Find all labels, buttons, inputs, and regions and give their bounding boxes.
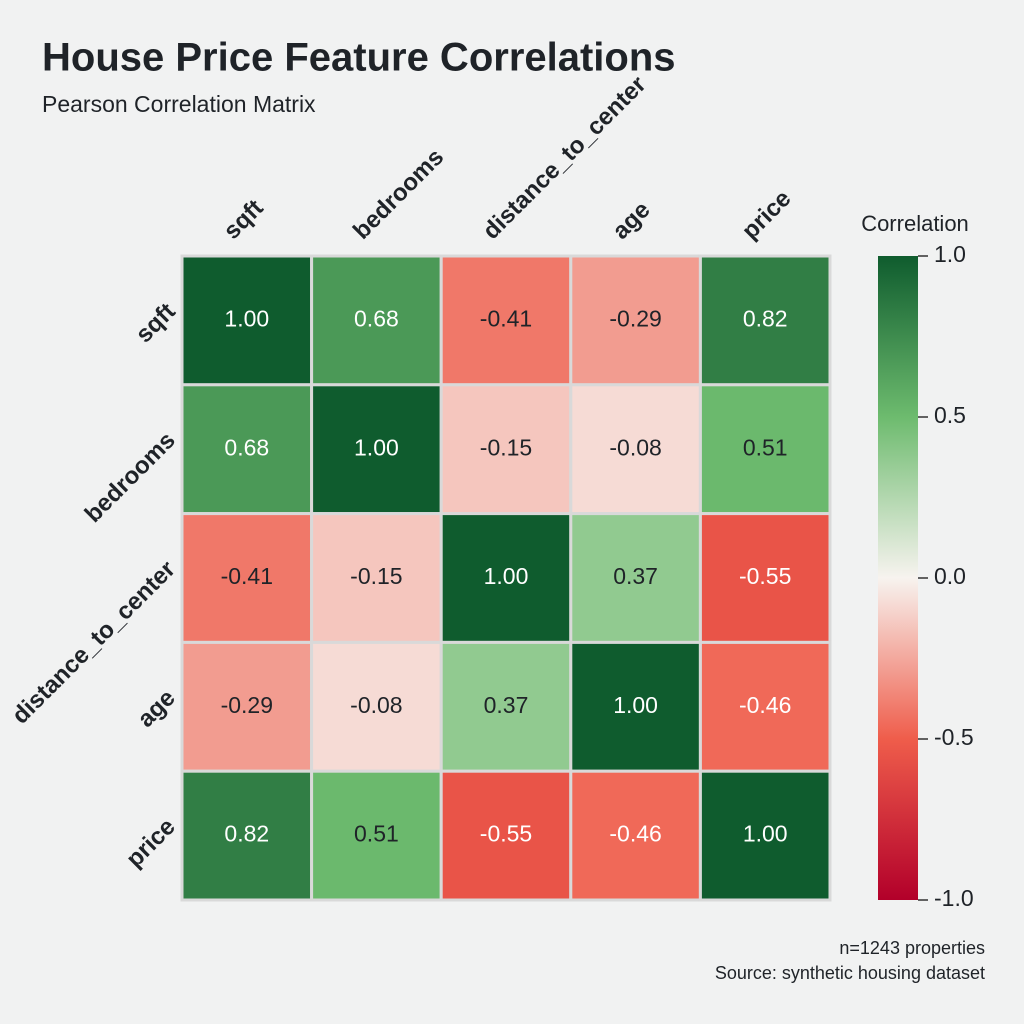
colorbar-tick-label: 1.0 (934, 241, 966, 267)
heatmap-cell (310, 254, 443, 387)
cell-label: -0.29 (609, 305, 661, 331)
x-tick-label: bedrooms (348, 144, 449, 245)
heatmap-cell (180, 254, 314, 387)
heatmap-cell (569, 640, 702, 773)
cell-label: -0.46 (739, 692, 791, 718)
cell-label: 0.68 (354, 305, 399, 331)
heatmap-cell (698, 383, 832, 516)
cell-label: -0.41 (221, 563, 273, 589)
cell-label: -0.55 (480, 821, 532, 847)
note: Source: synthetic housing dataset (715, 963, 985, 983)
colorbar-tick-label: 0.5 (934, 402, 966, 428)
heatmap-cell (180, 640, 314, 773)
y-tick-label: sqft (131, 298, 181, 348)
colorbar-tick-label: 0.0 (934, 563, 966, 589)
cell-label: -0.46 (609, 821, 661, 847)
heatmap-cell (698, 640, 832, 773)
colorbar-tick-label: -1.0 (934, 885, 974, 911)
heatmap-cell (310, 769, 443, 902)
colorbar-label: Correlation (861, 211, 969, 236)
heatmap-cell (439, 383, 573, 516)
cell-label: 0.37 (613, 563, 658, 589)
cell-label: 0.51 (354, 821, 399, 847)
y-tick-label: bedrooms (80, 427, 181, 528)
cell-label: -0.55 (739, 563, 791, 589)
cell-label: 0.68 (224, 434, 269, 460)
cell-label: 0.37 (484, 692, 529, 718)
cell-label: 0.51 (743, 434, 788, 460)
y-tick-label: price (121, 813, 181, 873)
heatmap-cell (569, 512, 702, 644)
x-tick-label: sqft (218, 195, 268, 245)
cell-label: 1.00 (224, 305, 269, 331)
cell-label: 1.00 (484, 563, 529, 589)
chart-title: House Price Feature Correlations (42, 36, 676, 80)
heatmap-cell (180, 383, 314, 516)
y-tick-label: age (132, 684, 180, 732)
cell-label: -0.08 (609, 434, 661, 460)
chart-subtitle: Pearson Correlation Matrix (42, 91, 316, 117)
heatmap-cell (310, 640, 443, 773)
cell-label: 1.00 (354, 434, 399, 460)
heatmap-cell (310, 512, 443, 644)
heatmap-cell (439, 640, 573, 773)
cell-label: 0.82 (743, 305, 788, 331)
x-tick-label: price (737, 185, 797, 245)
heatmap-cell (439, 769, 573, 902)
colorbar (878, 256, 918, 900)
colorbar-tick-label: -0.5 (934, 724, 974, 750)
cell-label: -0.15 (350, 563, 402, 589)
cell-label: 0.82 (224, 821, 269, 847)
cell-label: -0.08 (350, 692, 402, 718)
heatmap-cell (698, 769, 832, 902)
cell-label: -0.41 (480, 305, 532, 331)
note: n=1243 properties (839, 938, 985, 958)
cell-label: -0.15 (480, 434, 532, 460)
x-tick-label: age (607, 196, 655, 244)
heatmap-cell (180, 769, 314, 902)
cell-label: -0.29 (221, 692, 273, 718)
cell-label: 1.00 (613, 692, 658, 718)
cell-label: 1.00 (743, 821, 788, 847)
